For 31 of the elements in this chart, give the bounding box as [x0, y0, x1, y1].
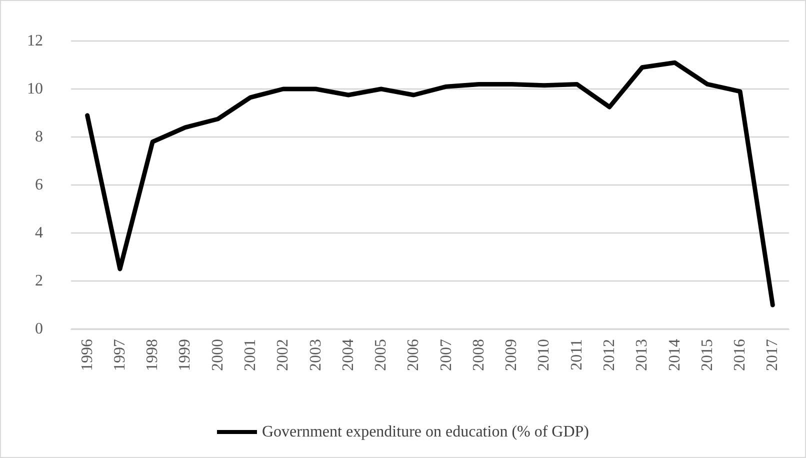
x-tick-label: 2002	[274, 339, 292, 371]
y-tick-label: 4	[35, 224, 43, 242]
y-tick-label: 6	[35, 176, 43, 194]
x-tick-label: 2015	[698, 339, 716, 371]
y-tick-label: 10	[27, 80, 43, 98]
y-tick-label: 0	[35, 320, 43, 338]
y-tick-label: 8	[35, 128, 43, 146]
x-tick-label: 1997	[111, 339, 128, 371]
x-tick-label: 2009	[503, 339, 520, 371]
x-tick-label: 2004	[340, 339, 357, 371]
x-tick-label: 2013	[634, 339, 651, 371]
x-tick-label: 2003	[307, 339, 324, 371]
x-tick-label: 1996	[78, 339, 96, 371]
x-tick-label: 2011	[568, 339, 586, 370]
y-tick-label: 12	[27, 32, 43, 50]
x-tick-label: 2005	[372, 339, 390, 371]
x-tick-label: 2017	[764, 339, 782, 371]
x-tick-label: 2012	[601, 339, 618, 371]
x-tick-label: 1999	[176, 339, 194, 371]
x-tick-label: 2001	[242, 339, 259, 371]
y-tick-label: 2	[35, 272, 43, 290]
x-tick-label: 2006	[405, 339, 422, 371]
x-tick-label: 2014	[666, 339, 684, 371]
x-tick-label: 2007	[438, 339, 455, 371]
x-tick-label: 2000	[209, 339, 226, 371]
x-tick-label: 2016	[732, 339, 749, 371]
x-tick-label: 1998	[144, 339, 162, 371]
x-tick-label: 2010	[536, 339, 553, 371]
legend-label: Government expenditure on education (% of GDP)	[262, 424, 590, 440]
line-series	[85, 60, 775, 308]
x-tick-label: 2008	[470, 339, 488, 371]
